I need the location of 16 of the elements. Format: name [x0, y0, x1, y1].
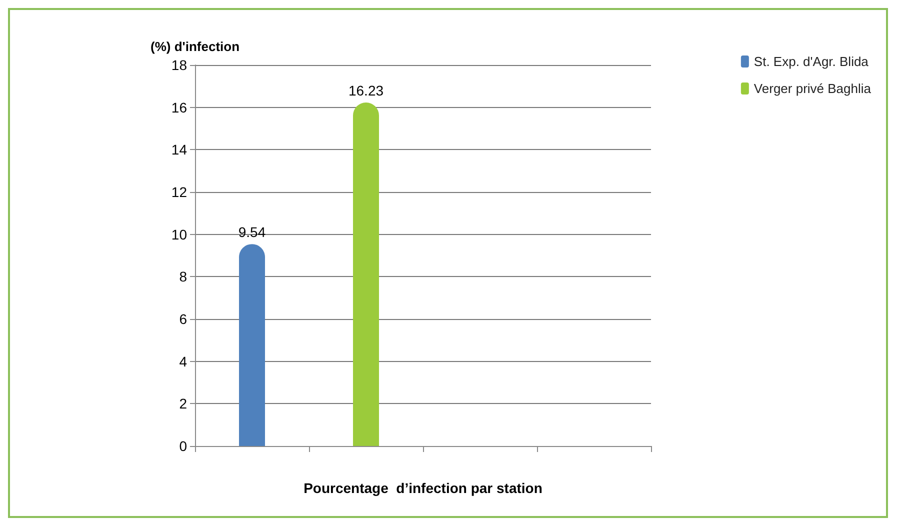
data-label: 16.23 [348, 82, 384, 98]
legend-label: St. Exp. d'Agr. Blida [754, 54, 870, 69]
y-tick-label: 0 [179, 438, 188, 454]
y-tick-label: 16 [171, 99, 188, 116]
x-axis-title: Pourcentage d’infection par station [304, 480, 542, 496]
legend-label: Verger privé Baghlia [754, 81, 872, 96]
y-tick-label: 6 [179, 311, 188, 327]
y-tick-label: 10 [171, 226, 188, 242]
y-tick-label: 14 [171, 142, 188, 158]
y-tick-label: 4 [179, 353, 188, 370]
y-axis-title: (%) d'infection [150, 39, 240, 54]
y-tick-label: 2 [179, 396, 188, 412]
y-tick-label: 8 [179, 268, 188, 285]
data-label: 9.54 [238, 224, 266, 240]
y-tick-label: 12 [171, 184, 188, 200]
y-tick-label: 18 [171, 57, 188, 73]
